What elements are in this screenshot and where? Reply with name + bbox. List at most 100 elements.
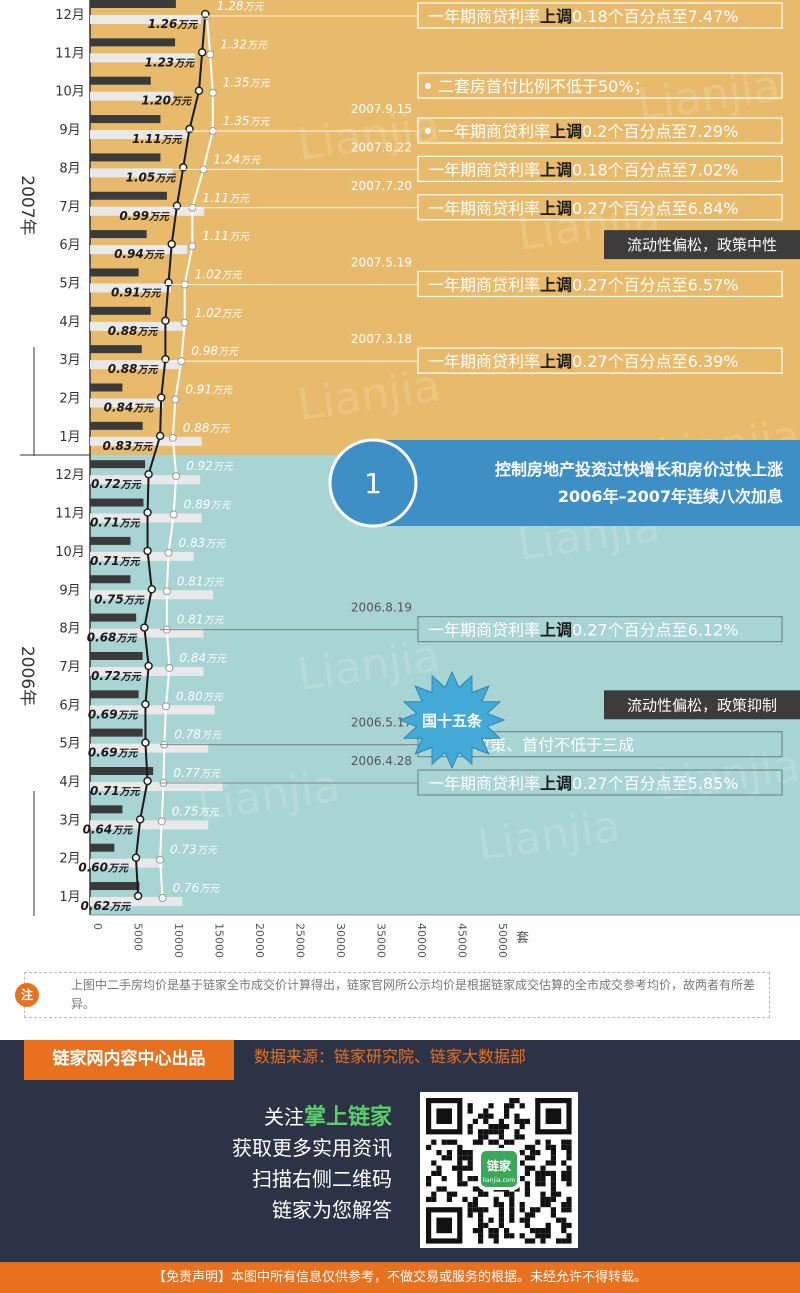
event-text-post: 0.27个百分点至6.12% bbox=[572, 621, 738, 640]
qr-module bbox=[493, 1129, 499, 1135]
qr-module bbox=[446, 1191, 452, 1197]
qr-module bbox=[436, 1186, 442, 1192]
price-value-official: 0.88 bbox=[183, 421, 210, 435]
bar-light bbox=[90, 858, 163, 868]
qr-module bbox=[545, 1196, 551, 1202]
event-text-pre: 一年期商贷利率 bbox=[438, 122, 550, 141]
month-label: 3月 bbox=[59, 813, 80, 828]
price-label-lianjia: 0.69万元 bbox=[88, 746, 139, 760]
qr-module bbox=[452, 1139, 458, 1145]
qr-module bbox=[550, 1176, 556, 1182]
year-label-2006: 2006年 bbox=[17, 646, 37, 706]
price-label-lianjia: 1.20万元 bbox=[141, 94, 192, 108]
qr-module bbox=[504, 1139, 510, 1145]
price-label-official: 0.89万元 bbox=[184, 498, 232, 512]
price-value-official: 1.35 bbox=[223, 76, 250, 90]
qr-finder bbox=[436, 1108, 452, 1124]
bar-light bbox=[90, 705, 215, 715]
price-value-lianjia: 0.72 bbox=[91, 477, 121, 491]
follow-text: 关注掌上链家 获取更多实用资讯 扫描右侧二维码 链家为您解答 bbox=[150, 1102, 392, 1226]
qr-module bbox=[566, 1222, 572, 1228]
price-label-lianjia: 1.11万元 bbox=[132, 132, 183, 146]
qr-module bbox=[462, 1150, 468, 1156]
price-value-lianjia: 0.72 bbox=[91, 669, 121, 683]
price-unit-lianjia: 万元 bbox=[116, 710, 138, 721]
x-tick-label: 35000 bbox=[375, 923, 388, 958]
qr-module bbox=[493, 1233, 499, 1239]
bar-light bbox=[90, 475, 201, 485]
bar-light bbox=[90, 551, 194, 561]
price-label-official: 0.84万元 bbox=[179, 651, 227, 665]
month-label: 6月 bbox=[59, 238, 80, 253]
qr-module bbox=[441, 1139, 447, 1145]
price-value-lianjia: 0.64 bbox=[83, 822, 113, 836]
price-unit-lianjia: 万元 bbox=[107, 864, 129, 875]
bar-dark bbox=[90, 230, 147, 239]
qr-module bbox=[472, 1196, 478, 1202]
qr-module bbox=[519, 1217, 525, 1223]
qr-module bbox=[488, 1139, 494, 1145]
price-value-official: 1.11 bbox=[202, 229, 229, 243]
bar-dark bbox=[90, 38, 176, 47]
month-label: 11月 bbox=[55, 507, 85, 522]
price-unit-lianjia: 万元 bbox=[136, 327, 158, 338]
qr-module bbox=[488, 1113, 494, 1119]
qr-module bbox=[535, 1176, 541, 1182]
bar-light bbox=[90, 436, 202, 446]
qr-module bbox=[504, 1124, 510, 1130]
qr-module bbox=[524, 1165, 530, 1171]
qr-module bbox=[519, 1176, 525, 1182]
price-unit-official: 万元 bbox=[229, 232, 250, 243]
price-value-lianjia: 0.99 bbox=[119, 209, 149, 223]
qr-module bbox=[561, 1222, 567, 1228]
qr-module bbox=[426, 1144, 432, 1150]
qr-module bbox=[540, 1202, 546, 1208]
qr-module bbox=[545, 1202, 551, 1208]
qr-module bbox=[561, 1202, 567, 1208]
qr-module bbox=[524, 1170, 530, 1176]
qr-module bbox=[545, 1233, 551, 1239]
price-value-official: 1.11 bbox=[202, 191, 229, 205]
qr-module bbox=[509, 1103, 515, 1109]
qr-module bbox=[436, 1165, 442, 1171]
point-official bbox=[164, 548, 173, 557]
qr-module bbox=[498, 1212, 504, 1218]
bar-dark bbox=[90, 383, 123, 392]
price-label-lianjia: 0.68万元 bbox=[87, 631, 138, 645]
chart: Lianjia Lianjia Lianjia Lianjia Lianjia Lianj… bbox=[17, 0, 800, 958]
qr-module bbox=[561, 1170, 567, 1176]
qr-module bbox=[498, 1124, 504, 1130]
price-unit-lianjia: 万元 bbox=[136, 365, 158, 376]
qr-code-icon[interactable]: 链家 lianjia.com bbox=[420, 1092, 578, 1248]
bar-light bbox=[90, 168, 173, 178]
qr-module bbox=[540, 1228, 546, 1234]
qr-module bbox=[550, 1212, 556, 1218]
chart-svg: LianjiaLianjiaLianjiaLianjiaLianjiaLianj… bbox=[17, 0, 800, 958]
qr-module bbox=[514, 1098, 520, 1104]
bar-dark bbox=[90, 421, 143, 430]
price-value-lianjia: 0.71 bbox=[90, 554, 120, 568]
qr-module bbox=[446, 1155, 452, 1161]
qr-module bbox=[457, 1176, 463, 1182]
x-tick-label: 20000 bbox=[253, 923, 266, 958]
price-label-official: 1.28万元 bbox=[217, 0, 265, 13]
point-lianjia bbox=[141, 738, 150, 747]
price-value-official: 0.80 bbox=[176, 689, 203, 703]
price-unit-official: 万元 bbox=[212, 386, 233, 397]
qr-module bbox=[483, 1191, 489, 1197]
qr-module bbox=[478, 1207, 484, 1213]
x-tick-label: 10000 bbox=[172, 923, 185, 958]
qr-module bbox=[498, 1134, 504, 1140]
qr-module bbox=[509, 1233, 515, 1239]
price-value-lianjia: 1.05 bbox=[126, 170, 156, 184]
price-unit-lianjia: 万元 bbox=[120, 480, 142, 491]
price-label-official: 0.92万元 bbox=[186, 459, 234, 473]
qr-module bbox=[441, 1176, 447, 1182]
price-label-official: 1.02万元 bbox=[195, 267, 243, 281]
price-unit-official: 万元 bbox=[240, 155, 261, 166]
qr-module bbox=[488, 1129, 494, 1135]
x-tick-label: 5000 bbox=[132, 923, 145, 951]
qr-module bbox=[561, 1207, 567, 1213]
qr-module bbox=[509, 1217, 515, 1223]
point-official bbox=[162, 587, 171, 596]
